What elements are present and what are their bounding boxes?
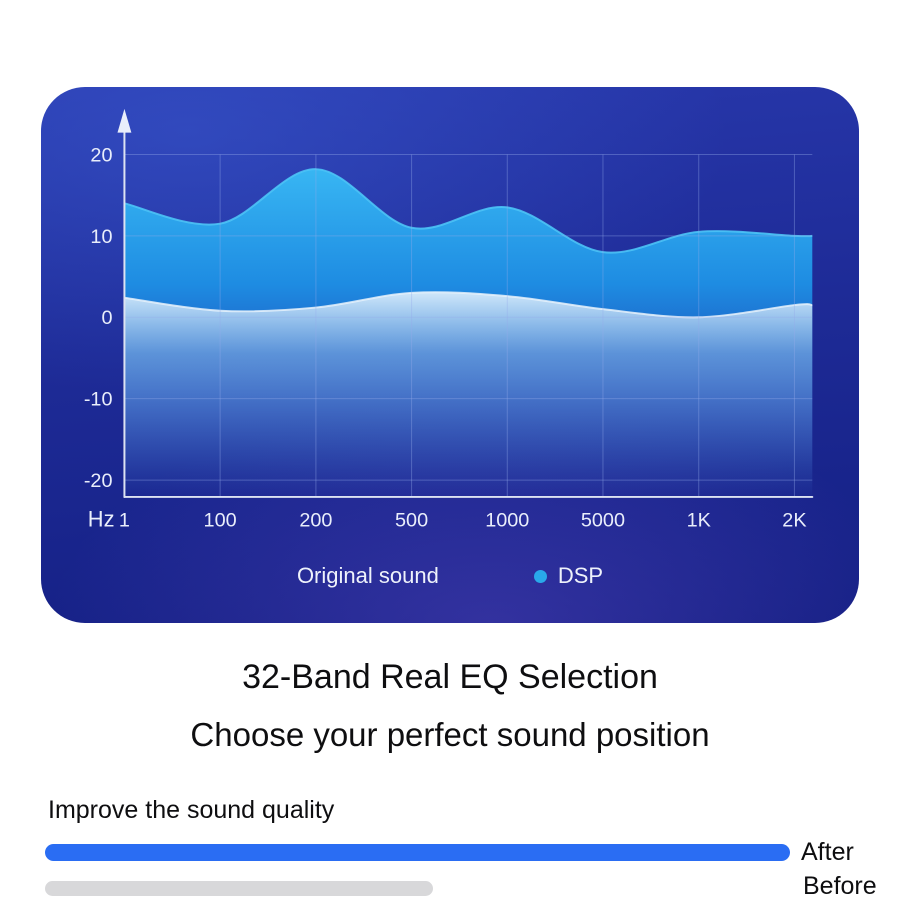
- x-tick-label: 1000: [485, 510, 529, 532]
- x-tick-label: 100: [204, 510, 237, 532]
- dsp-curve: [124, 168, 813, 254]
- headline-title: 32-Band Real EQ Selection: [242, 658, 658, 696]
- x-axis-unit-label: Hz: [88, 507, 115, 532]
- after-label: After: [801, 838, 854, 866]
- y-axis-arrow-icon: [117, 108, 132, 133]
- y-tick-label: -10: [84, 389, 113, 411]
- eq-panel: 20 10 0 -10 -20 1 100 200 500 1000 5000 1K 2K Hz Orig…: [41, 87, 859, 623]
- y-tick-label: 0: [101, 307, 112, 329]
- legend-original-sound: Original sound: [297, 563, 439, 589]
- original-sound-area: [124, 292, 813, 497]
- original-sound-curve: [124, 291, 813, 319]
- x-tick-label: 2K: [782, 510, 807, 532]
- before-bar: [45, 881, 433, 896]
- x-tick-label: 5000: [581, 510, 625, 532]
- after-bar: [45, 844, 790, 861]
- quality-caption: Improve the sound quality: [48, 796, 335, 824]
- chart-legend: Original sound DSP: [41, 563, 859, 589]
- x-tick-label: 500: [395, 510, 428, 532]
- legend-original-label: Original sound: [296, 563, 439, 588]
- x-tick-label: 1: [119, 510, 130, 532]
- headline-subtitle: Choose your perfect sound position: [190, 716, 710, 753]
- legend-dsp-label: DSP: [557, 563, 604, 588]
- before-label: Before: [803, 872, 877, 900]
- legend-dsp: DSP: [533, 563, 604, 589]
- x-tick-label: 1K: [687, 510, 712, 532]
- x-tick-label: 200: [299, 510, 332, 532]
- y-tick-label: 10: [90, 226, 112, 248]
- y-tick-label: 20: [90, 144, 112, 166]
- y-tick-label: -20: [84, 470, 113, 492]
- dsp-legend-dot: [533, 569, 547, 583]
